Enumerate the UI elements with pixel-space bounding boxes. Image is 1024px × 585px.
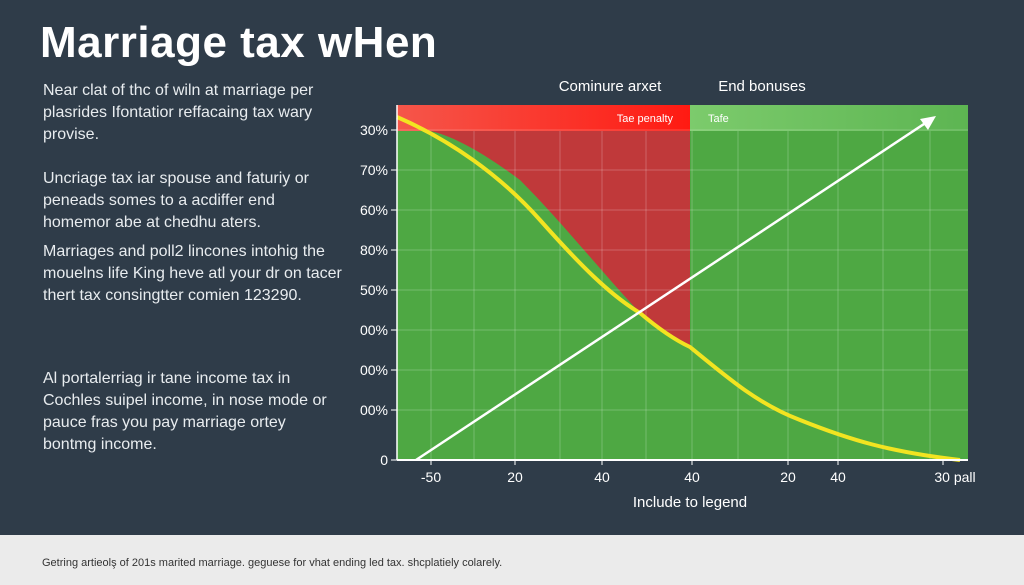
- y-tick-label: 70%: [360, 162, 388, 178]
- paragraph-4: Al portalerriag ir tane income tax in Co…: [43, 370, 327, 453]
- header-label-2: End bonuses: [718, 78, 806, 95]
- yellow-curve: [396, 115, 961, 462]
- y-tick-label: 00%: [360, 362, 388, 378]
- header-label-1: Cominure arxet: [559, 78, 662, 95]
- chart: Cominure arxet End bonuses Tae penalty T…: [360, 78, 976, 511]
- y-tick-label: 0: [380, 452, 388, 468]
- paragraph-1: Near clat of thc of wiln at marriage per…: [43, 82, 314, 143]
- footer: Getring artieolş of 201s marited marriag…: [0, 535, 1024, 585]
- x-tick-label: 20: [507, 469, 523, 485]
- y-tick-label: 80%: [360, 242, 388, 258]
- x-tick-label: 30 pall: [934, 469, 975, 485]
- x-tick-label: 40: [830, 469, 846, 485]
- x-tick-label: 40: [594, 469, 610, 485]
- page-title: Marriage tax wHen: [40, 18, 438, 67]
- footer-caption: Getring artieolş of 201s marited marriag…: [42, 557, 503, 569]
- y-tick-label: 50%: [360, 282, 388, 298]
- penalty-band: [397, 105, 690, 131]
- y-tick-label: 30%: [360, 122, 388, 138]
- white-arrow-line: [415, 118, 931, 462]
- y-tick-label: 60%: [360, 202, 388, 218]
- arrow-head-icon: [920, 116, 936, 130]
- x-axis-label: Include to legend: [633, 494, 747, 511]
- y-tick-label: 00%: [360, 322, 388, 338]
- paragraph-3: Marriages and poll2 lincones intohig the…: [43, 243, 342, 304]
- x-tick-label: 20: [780, 469, 796, 485]
- penalty-region: [397, 131, 690, 347]
- x-tick-label: 40: [684, 469, 700, 485]
- y-tick-label: 00%: [360, 402, 388, 418]
- band-label-safe: Tafe: [708, 113, 729, 125]
- x-tick-label: -50: [421, 469, 441, 485]
- paragraph-2: Uncriage tax iar spouse and faturiy or p…: [43, 170, 309, 231]
- band-label-penalty: Tae penalty: [617, 113, 674, 125]
